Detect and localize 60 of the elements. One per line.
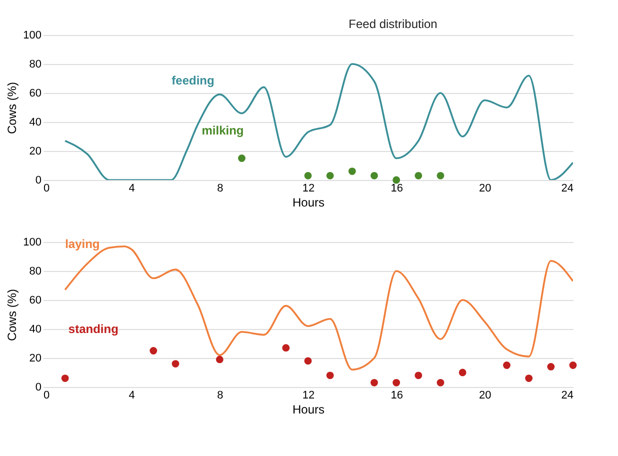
point [414,172,422,180]
point [414,372,422,380]
y-tick-label: 40 [29,116,42,128]
y-tick-label: 80 [29,58,42,70]
y-tick-label: 60 [29,88,42,100]
x-tick-label: 4 [128,182,135,194]
y-axis-title: Cows (%) [5,82,20,134]
point [569,362,577,369]
point [61,374,69,382]
y-tick-label: 100 [23,30,42,42]
point [216,356,224,364]
x-tick-label: 12 [302,182,315,194]
y-tick-label: 80 [29,266,42,278]
x-tick-label: 20 [479,182,492,194]
point [503,362,510,369]
x-tick-label: 4 [128,390,135,402]
point [150,347,158,354]
x-tick-label: 24 [561,390,574,402]
point [282,344,290,352]
y-tick-label: 60 [29,294,42,306]
series-label: feeding [172,73,214,88]
point [326,372,334,380]
point [392,378,400,386]
x-tick-label: 16 [390,182,403,194]
point [172,360,180,368]
point [436,378,444,386]
point [547,363,555,370]
point [525,374,533,382]
y-tick-label: 0 [35,382,42,394]
x-tick-label: 24 [561,182,574,194]
y-tick-label: 40 [29,324,42,336]
point [238,154,246,162]
y-tick-label: 100 [23,236,42,248]
text: Feed distribution [348,17,438,31]
x-tick-label: 8 [217,390,224,402]
point [392,176,400,184]
point [370,378,378,386]
x-axis-title: Hours [292,402,325,416]
x-tick-label: 0 [44,182,50,194]
series-label: milking [202,123,244,138]
x-axis-title: Hours [292,196,325,210]
y-tick-label: 20 [29,146,42,158]
point [370,172,378,180]
x-tick-label: 12 [302,390,315,402]
point [348,168,356,175]
point [304,172,312,180]
y-axis-title: Cows (%) [5,288,20,342]
x-tick-label: 8 [217,182,224,194]
x-tick-label: 20 [479,390,492,402]
point [458,368,466,376]
y-tick-label: 0 [35,174,42,186]
point [326,172,334,180]
x-tick-label: 0 [44,390,50,402]
series-label: laying [65,236,100,251]
y-tick-label: 20 [29,352,42,364]
text: standing [68,322,118,336]
point [304,357,312,365]
point [436,172,444,180]
line-series [64,63,573,180]
x-tick-label: 16 [390,390,403,402]
